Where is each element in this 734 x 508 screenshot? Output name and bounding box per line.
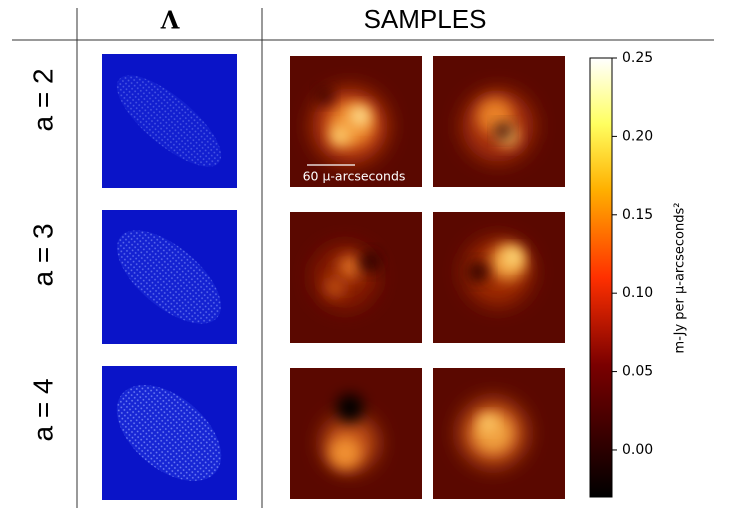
column-header: SAMPLES bbox=[364, 4, 487, 34]
tick-label: 0.05 bbox=[622, 364, 653, 380]
blob bbox=[338, 255, 362, 279]
sample-image bbox=[433, 212, 565, 343]
blob bbox=[504, 248, 522, 266]
sample-image bbox=[290, 56, 422, 187]
column-header: Λ bbox=[160, 6, 180, 35]
blob bbox=[350, 106, 370, 126]
blob bbox=[480, 415, 496, 431]
tick-label: 0.15 bbox=[622, 207, 653, 223]
blob bbox=[330, 126, 350, 146]
row-label: a = 3 bbox=[27, 223, 58, 286]
sample-image bbox=[433, 368, 565, 499]
blob bbox=[317, 88, 333, 104]
lambda-image bbox=[101, 210, 237, 344]
tick-label: 0.25 bbox=[622, 50, 653, 66]
blob bbox=[336, 394, 364, 422]
row-label: a = 2 bbox=[27, 68, 58, 131]
tick-label: 0.00 bbox=[622, 442, 653, 458]
lambda-image bbox=[102, 54, 237, 188]
blob bbox=[468, 262, 488, 282]
figure: Λ SAMPLES 60 μ-arcseconds 0.00 0.05 0.10 0.… bbox=[0, 0, 734, 508]
sample-image bbox=[433, 56, 565, 187]
blob bbox=[325, 277, 345, 297]
sample-image bbox=[290, 368, 422, 499]
scale-bar-label: 60 μ-arcseconds bbox=[303, 169, 406, 184]
row-label: a = 4 bbox=[27, 378, 58, 441]
sample-image bbox=[290, 212, 422, 343]
colorbar bbox=[590, 58, 612, 497]
blob bbox=[329, 437, 361, 469]
blob bbox=[495, 123, 511, 139]
lambda-image bbox=[99, 366, 239, 500]
colorbar-label: m-Jy per μ-arcseconds² bbox=[673, 203, 688, 354]
tick-label: 0.20 bbox=[622, 128, 653, 144]
blob bbox=[360, 252, 380, 272]
tick-label: 0.10 bbox=[622, 285, 653, 301]
